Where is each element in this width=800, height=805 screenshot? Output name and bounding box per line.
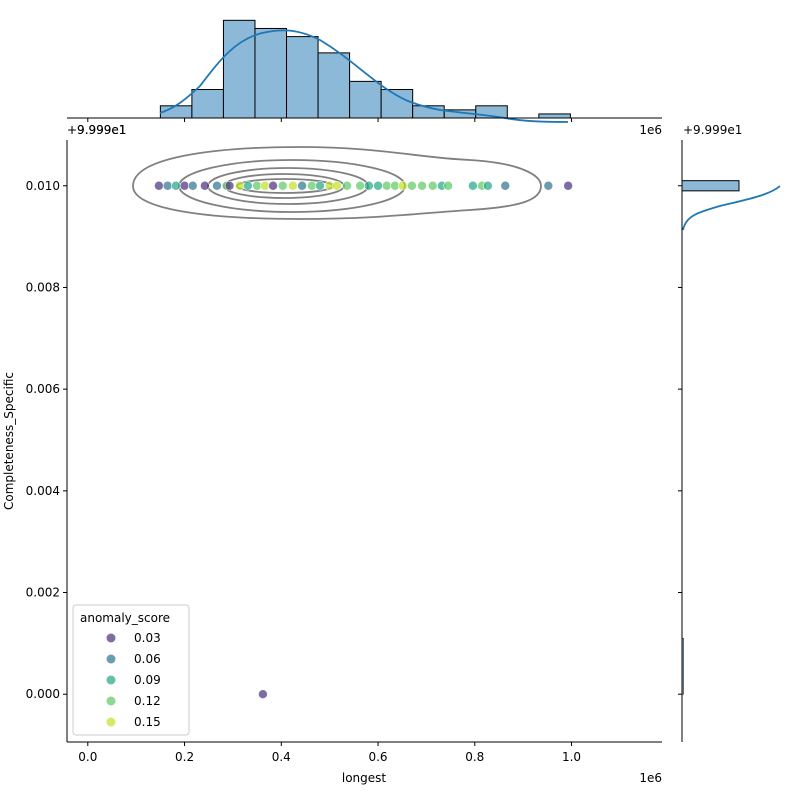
legend-marker: [106, 696, 116, 706]
kde-curve: [159, 29, 569, 123]
top-x-offset-right: 1e6: [639, 123, 662, 137]
scatter-point: [468, 180, 478, 191]
scatter-point: [260, 180, 270, 191]
x-tick-label: 0.2: [175, 750, 194, 764]
histogram-bar: [681, 180, 740, 192]
scatter-point: [543, 180, 554, 191]
legend-label: 0.12: [134, 694, 161, 708]
scatter-point: [288, 180, 298, 191]
x-tick-label: 1.0: [562, 750, 581, 764]
right-offset-label: +9.999e1: [683, 123, 742, 137]
scatter-point: [407, 180, 417, 191]
scatter-point: [224, 180, 235, 191]
legend-marker: [106, 675, 116, 685]
legend-marker: [106, 717, 116, 727]
scatter-point: [563, 180, 573, 191]
x-tick-label: 0.8: [465, 750, 484, 764]
scatter-point: [427, 180, 438, 191]
legend-marker: [106, 654, 116, 664]
scatter-point: [268, 180, 278, 191]
histogram-bar: [538, 113, 571, 119]
scatter-point: [443, 180, 453, 191]
histogram-bar: [380, 89, 414, 119]
histogram-bar: [191, 89, 224, 119]
legend-label: 0.15: [134, 715, 161, 729]
scatter-point: [171, 180, 181, 191]
scatter-point: [381, 180, 392, 191]
scatter-point: [212, 180, 222, 191]
legend: anomaly_score 0.03 0.06 0.09 0.12 0.15: [72, 604, 190, 736]
histogram-bar: [254, 27, 288, 119]
scatter-point: [417, 180, 427, 191]
scatter-point: [200, 180, 210, 191]
y-axis-label: Completeness_Specific: [2, 372, 16, 510]
scatter-point: [243, 180, 253, 191]
scatter-point: [277, 180, 288, 191]
x-tick-label: 0.0: [78, 750, 97, 764]
legend-label: 0.06: [134, 652, 161, 666]
scatter-point: [154, 180, 164, 191]
x-axis-label: longest: [342, 771, 387, 785]
y-offset-label: +9.999e1: [67, 123, 126, 137]
scatter-point: [342, 180, 352, 191]
y-tick-label: 0.004: [26, 484, 60, 498]
y-tick-label: 0.010: [26, 179, 60, 193]
scatter-point: [332, 180, 342, 191]
main-axes: 0.0 0.2 0.4 0.6 0.8 1.0 0.000 0.002 0.004 0.006 0.…: [26, 140, 662, 764]
scatter-point: [397, 180, 408, 191]
legend-title: anomaly_score: [80, 611, 170, 625]
legend-label: 0.03: [134, 631, 161, 645]
histogram-bar: [286, 36, 319, 119]
scatter-point: [373, 180, 383, 191]
scatter-point: [187, 180, 198, 191]
scatter-point: [234, 180, 245, 191]
x-tick-label: 0.6: [368, 750, 387, 764]
right-marginal-axes: [678, 140, 781, 742]
scatter-point: [500, 180, 511, 191]
top-x-offset-left: +9.999e1: [67, 123, 126, 137]
legend-box: [72, 604, 190, 736]
top-marginal-axes: +9.999e1: [67, 19, 662, 137]
histogram-bar: [222, 19, 256, 119]
kde-curve: [682, 185, 781, 231]
y-tick-label: 0.008: [26, 280, 60, 294]
legend-marker: [106, 633, 116, 643]
y-tick-label: 0.002: [26, 586, 60, 600]
legend-label: 0.09: [134, 673, 161, 687]
scatter-point: [364, 180, 374, 191]
histogram-bar: [317, 52, 351, 119]
scatter-point: [258, 689, 268, 700]
scatter-point: [162, 180, 173, 191]
histogram-bar: [349, 80, 382, 119]
scatter-point: [297, 180, 307, 191]
scatter-point: [355, 180, 365, 191]
y-tick-label: 0.000: [26, 687, 60, 701]
kde-contour: [132, 146, 542, 220]
y-tick-label: 0.006: [26, 382, 60, 396]
scatter-point: [315, 180, 325, 191]
scatter-point: [483, 180, 493, 191]
x-tick-label: 0.4: [272, 750, 291, 764]
scatter-point: [306, 180, 317, 191]
x-offset-label: 1e6: [639, 771, 662, 785]
scatter-point: [179, 180, 190, 191]
